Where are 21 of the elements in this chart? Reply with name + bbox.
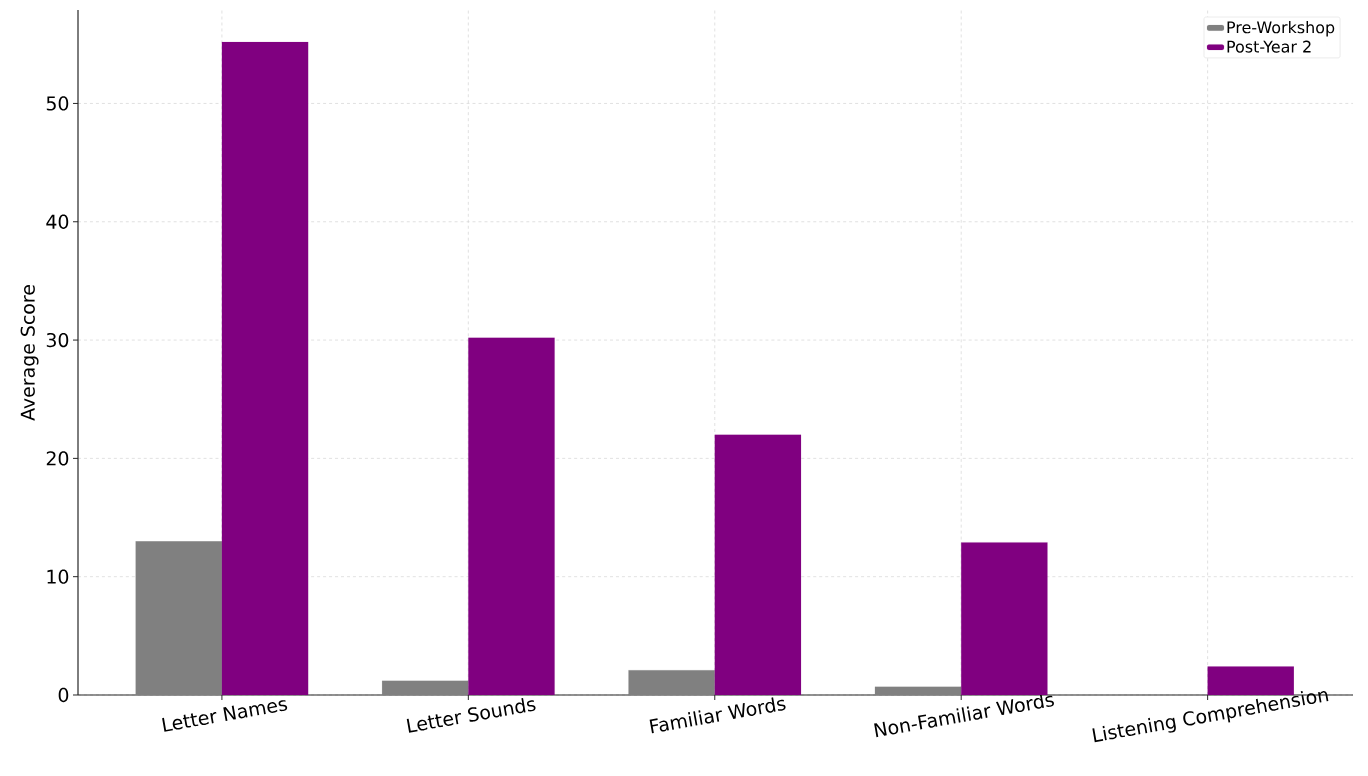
y-tick-label: 20 xyxy=(46,451,69,466)
bar xyxy=(874,686,962,695)
bar xyxy=(468,337,555,695)
legend-label: Post-Year 2 xyxy=(1227,40,1311,53)
bar xyxy=(135,541,222,695)
x-tick-label: Letter Names xyxy=(162,700,288,732)
y-tick-label: 0 xyxy=(58,687,69,703)
legend-label: Pre-Workshop xyxy=(1227,21,1335,37)
y-tick-label: 10 xyxy=(47,569,69,584)
bar xyxy=(714,434,802,695)
x-tick-label: Non-Familiar Words xyxy=(874,693,1054,738)
x-tick-label: Letter Sounds xyxy=(406,698,536,733)
bar xyxy=(628,670,715,695)
bar xyxy=(221,41,309,695)
x-tick-label: Familiar Words xyxy=(649,697,786,734)
y-tick-label: 40 xyxy=(46,214,69,229)
y-tick-label: 50 xyxy=(46,96,69,111)
y-axis-title: Average Score xyxy=(20,285,39,421)
y-tick-label: 30 xyxy=(46,332,69,348)
bar xyxy=(382,680,469,695)
bar xyxy=(961,542,1048,695)
